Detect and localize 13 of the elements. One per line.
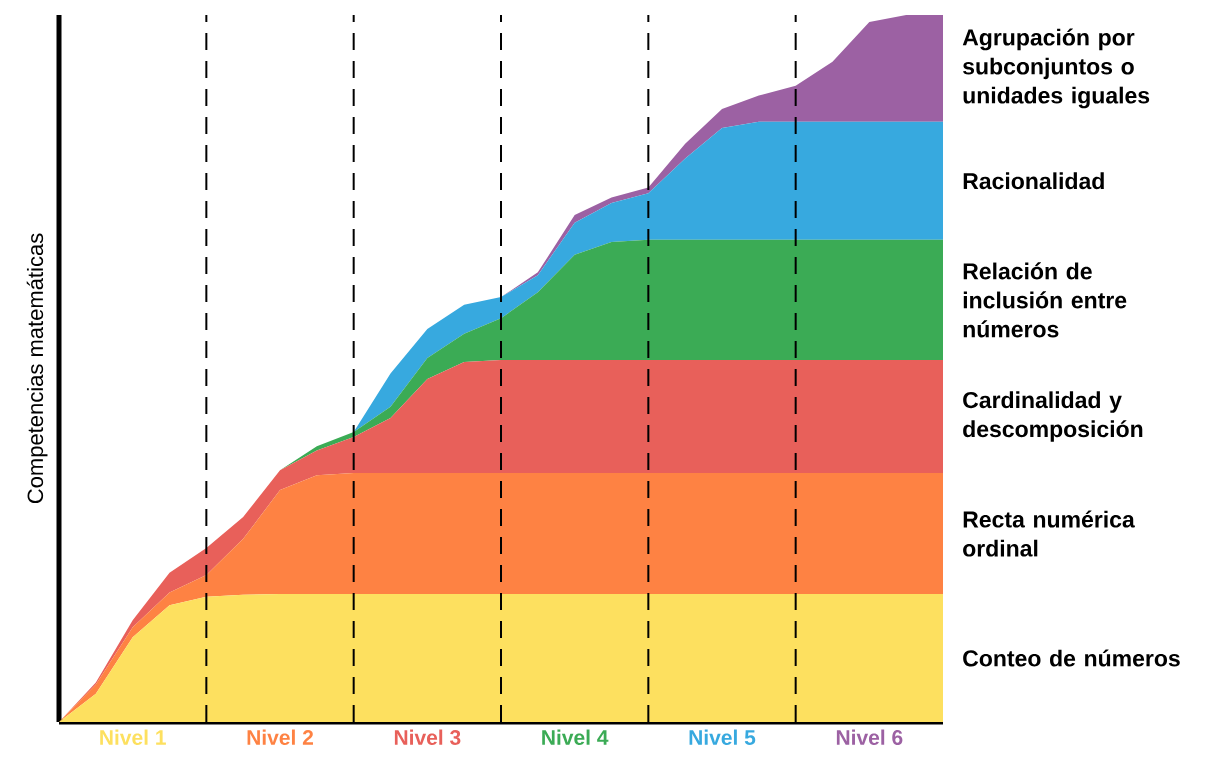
x-tick-label: Nivel 6 [836,729,903,745]
series-label: Conteo de números [963,649,1180,667]
series-label: Racionalidad [963,172,1104,190]
series-label: Recta numérica ordinal [963,510,1135,557]
x-tick-label: Nivel 4 [542,729,609,745]
x-tick-label: Nivel 1 [100,729,166,745]
y-axis-title: Competencias matemáticas [26,233,48,504]
series-label: Agrupación por subconjuntos o unidades iguales [962,28,1150,109]
series-label: Relación de inclusión entre números [963,262,1127,338]
x-tick-label: Nivel 2 [247,729,313,745]
x-tick-label: Nivel 5 [689,729,756,745]
x-tick-label: Nivel 3 [394,729,461,745]
series-label: Cardinalidad y descomposición [963,391,1143,442]
